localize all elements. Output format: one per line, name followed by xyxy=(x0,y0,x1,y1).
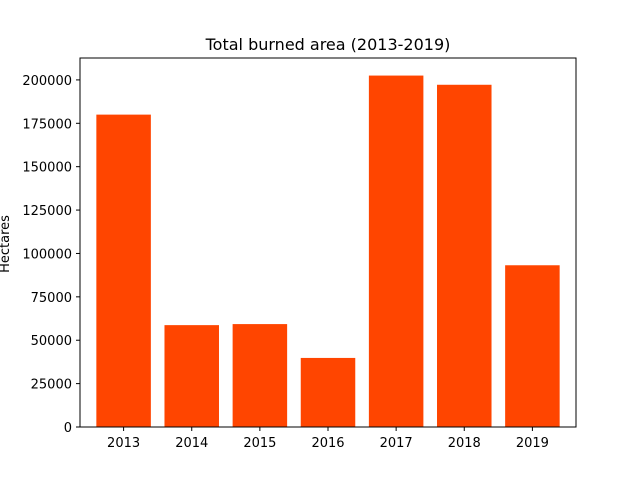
y-axis-label: Hectares xyxy=(0,215,13,273)
bar-2013 xyxy=(96,114,151,428)
y-tick-label: 150000 xyxy=(22,161,72,176)
x-tick-label: 2014 xyxy=(175,436,208,451)
bar-2014 xyxy=(164,325,219,427)
x-tick-label: 2013 xyxy=(107,436,140,451)
x-tick-label: 2015 xyxy=(243,436,276,451)
y-tick-label: 75000 xyxy=(31,291,72,306)
plot-frame xyxy=(79,57,577,428)
x-axis-ticks: 2013 2014 2015 2016 2017 2018 2019 xyxy=(107,427,549,451)
bar-2018 xyxy=(437,84,492,428)
chart-title: Total burned area (2013-2019) xyxy=(205,35,451,54)
y-tick-label: 25000 xyxy=(31,378,72,393)
y-tick-label: 0 xyxy=(64,421,72,436)
y-tick-label: 125000 xyxy=(22,204,72,219)
y-axis-ticks: 0 25000 50000 75000 100000 125000 150000 175000… xyxy=(22,74,80,436)
y-tick-label: 100000 xyxy=(22,247,72,262)
y-tick-label: 200000 xyxy=(22,74,72,89)
x-tick-label: 2017 xyxy=(380,436,413,451)
x-tick-label: 2019 xyxy=(516,436,549,451)
y-tick-label: 50000 xyxy=(31,334,72,349)
bars-group xyxy=(96,75,560,428)
bar-2015 xyxy=(232,324,288,427)
bar-2016 xyxy=(300,357,356,427)
x-tick-label: 2016 xyxy=(311,436,344,451)
x-tick-label: 2018 xyxy=(448,436,481,451)
bar-2017 xyxy=(368,75,424,427)
bar-2019 xyxy=(505,265,560,427)
y-tick-label: 175000 xyxy=(22,117,72,132)
